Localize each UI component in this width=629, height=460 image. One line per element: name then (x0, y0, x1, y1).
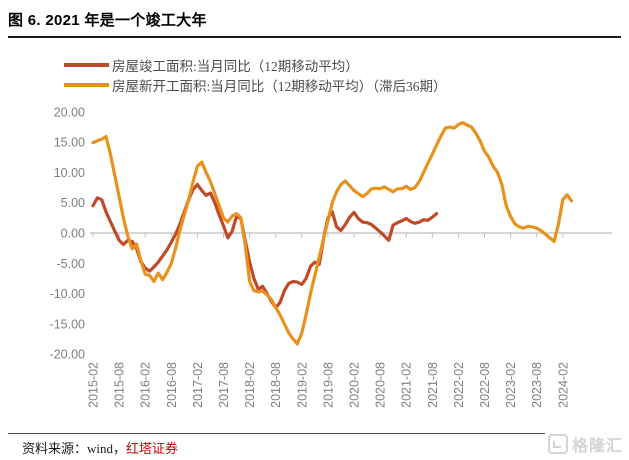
y-axis-label: -5.00 (57, 257, 86, 271)
x-axis-label: 2015-08 (113, 362, 127, 408)
chart-legend: 房屋竣工面积:当月同比（12期移动平均） 房屋新开工面积:当月同比（12期移动平… (64, 55, 447, 95)
bottom-divider (8, 433, 621, 434)
legend-item-new-starts: 房屋新开工面积:当月同比（12期移动平均）（滞后36期） (64, 75, 447, 95)
x-axis-label: 2018-02 (243, 362, 257, 408)
line-chart: 2015-02 2015-08 2016-02 2016-08 2017-02 2017-… (50, 105, 612, 408)
x-axis-label: 2019-02 (295, 362, 309, 408)
watermark-text: 格隆汇 (571, 438, 623, 455)
legend-swatch-new-starts (64, 83, 109, 87)
x-axis-label: 2020-02 (348, 362, 362, 408)
x-axis-label: 2022-02 (452, 362, 466, 408)
legend-label-new-starts: 房屋新开工面积:当月同比（12期移动平均）（滞后36期） (112, 79, 447, 94)
y-axis-label: 5.00 (61, 196, 85, 210)
legend-label-completions: 房屋竣工面积:当月同比（12期移动平均） (112, 59, 359, 74)
y-axis-label: 10.00 (54, 166, 85, 180)
x-axis-label: 2017-08 (217, 362, 231, 408)
x-axis-label: 2023-08 (530, 362, 544, 408)
y-axis-label: -15.00 (50, 317, 85, 331)
watermark: 格隆汇 (544, 430, 626, 458)
x-axis-label: 2023-02 (504, 362, 518, 408)
title-divider (8, 36, 621, 38)
legend-item-completions: 房屋竣工面积:当月同比（12期移动平均） (64, 55, 447, 75)
y-axis-label: 20.00 (54, 105, 85, 119)
y-axis-label: 0.00 (61, 227, 85, 241)
source-prefix: 资料来源：wind， (22, 441, 127, 456)
x-axis-label: 2017-02 (191, 362, 205, 408)
x-axis-label: 2016-02 (139, 362, 153, 408)
y-axis-label: -10.00 (50, 287, 85, 301)
source-org: 红塔证券 (126, 441, 179, 456)
x-axis-label: 2021-08 (426, 362, 440, 408)
x-axis-label: 2024-02 (556, 362, 570, 408)
x-axis-label: 2015-02 (87, 362, 101, 408)
x-axis-label: 2020-08 (374, 362, 388, 408)
x-axis-label: 2016-08 (165, 362, 179, 408)
x-axis-label: 2021-02 (400, 362, 414, 408)
y-axis-label: -20.00 (50, 348, 85, 362)
x-axis-label: 2019-08 (321, 362, 335, 408)
x-axis-label: 2018-08 (269, 362, 283, 408)
gelonghui-logo-icon (547, 434, 568, 454)
series-line-1 (91, 121, 574, 346)
source-note: 资料来源：wind，红塔证券 (22, 438, 178, 457)
series-line-0 (91, 182, 439, 310)
y-axis-label: 15.00 (54, 136, 85, 150)
page-title: 图 6. 2021 年是一个竣工大年 (8, 12, 207, 29)
legend-swatch-completions (64, 63, 109, 67)
x-axis-label: 2022-08 (478, 362, 492, 408)
